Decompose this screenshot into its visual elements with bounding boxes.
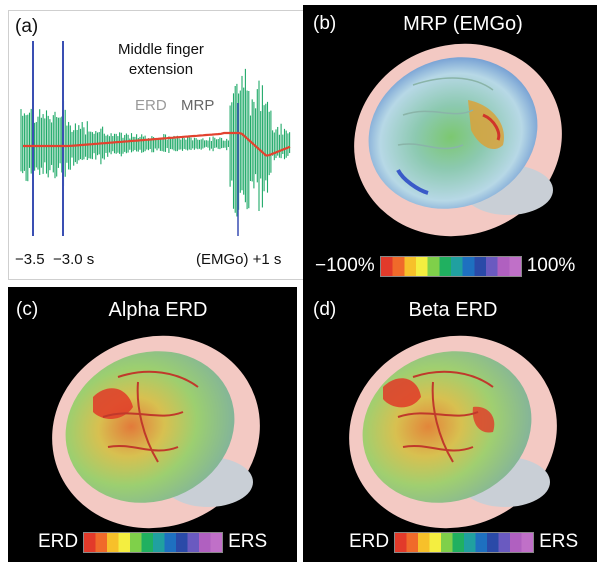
tick-label-3-0: −3.0 s (53, 251, 95, 268)
panel-a-label: (a) (15, 16, 39, 37)
activation-d2 (472, 406, 495, 433)
activation-d (383, 378, 421, 408)
colorbar-row-c: ERD ERS (38, 531, 267, 553)
colorbar-b (379, 255, 522, 277)
panel-a-title-1: Middle finger (118, 41, 204, 58)
tick-label-emgo: (EMGo) +1 s (196, 251, 282, 268)
brain-map-c (52, 335, 260, 529)
scale-left-c: ERD (38, 531, 79, 552)
panel-b-title: MRP (EMGo) (403, 13, 523, 35)
panel-d-label: (d) (313, 299, 337, 320)
panel-c: (c) Alpha ERD ERD ERS (8, 287, 297, 562)
scale-right-d: ERS (539, 531, 579, 552)
panel-c-title: Alpha ERD (108, 299, 208, 321)
activation-c (93, 388, 133, 419)
scale-max-b: 100% (526, 255, 576, 276)
panel-a-title-2: extension (128, 61, 194, 78)
cortex-b (368, 57, 538, 209)
panel-d: (d) Beta ERD ERD ERS (303, 287, 597, 562)
colorbar-row-d: ERD ERS (349, 531, 578, 553)
activation-b3 (396, 168, 429, 195)
activation-b2 (482, 113, 501, 141)
legend-mrp: MRP (181, 97, 215, 114)
panel-c-label: (c) (16, 299, 39, 320)
brain-map-b (354, 43, 562, 237)
scale-min-b: −100% (315, 255, 375, 276)
emg-trace (20, 68, 291, 217)
panel-b: (b) MRP (EMGo) −100% 100% (303, 5, 597, 287)
brain-map-d (349, 335, 557, 529)
colorbar-c (83, 531, 224, 553)
tick-label-3-5: −3.5 (15, 251, 45, 268)
activation-b (468, 100, 504, 150)
panel-b-label: (b) (313, 13, 337, 34)
panel-d-title: Beta ERD (408, 299, 498, 321)
colorbar-d (394, 531, 535, 553)
panel-a: (a) Middle finger extension ERD MRP −3.5… (8, 10, 305, 280)
colorbar-row-b: −100% 100% (315, 255, 575, 277)
legend-erd: ERD (135, 97, 167, 114)
scale-left-d: ERD (349, 531, 390, 552)
mrp-trace (23, 131, 291, 157)
scale-right-c: ERS (228, 531, 268, 552)
